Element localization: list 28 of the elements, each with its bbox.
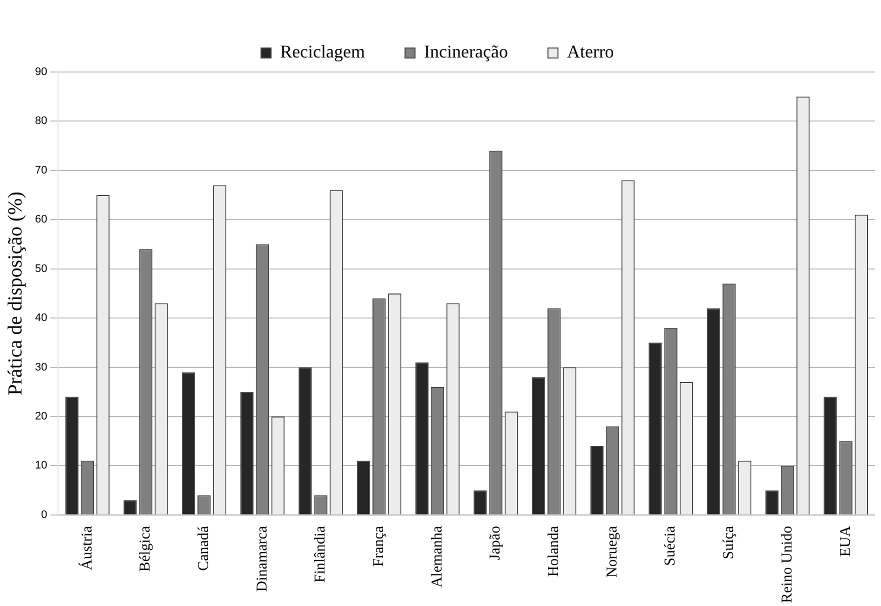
x-tick-label: Reino Unido <box>779 526 796 604</box>
x-tick-label: EUA <box>838 526 854 557</box>
x-tick-label: Japão <box>488 526 504 560</box>
x-tick-label: Suíça <box>721 526 738 560</box>
y-tick-label: 30 <box>34 361 48 374</box>
legend-label: Aterro <box>566 42 614 62</box>
x-tick-label: França <box>371 526 388 567</box>
x-tick-label: Suécia <box>662 526 679 566</box>
x-tick-label: Noruega <box>604 526 620 578</box>
x-tick-label: Canadá <box>196 526 212 571</box>
y-tick-label: 70 <box>34 164 48 176</box>
y-tick-label: 80 <box>34 115 48 128</box>
y-axis-title: Prática de disposição (%) <box>4 192 26 396</box>
y-tick-label: 90 <box>34 66 48 78</box>
x-tick-label: Holanda <box>546 526 562 577</box>
y-tick-label: 40 <box>34 312 48 324</box>
y-tick-label: 20 <box>34 410 48 423</box>
y-tick-label: 10 <box>34 460 48 472</box>
legend-label: Incineração <box>424 42 508 62</box>
x-tick-label: Alemanha <box>429 526 446 588</box>
y-tick-label: 50 <box>34 262 48 275</box>
x-tick-label: Bélgica <box>138 526 154 572</box>
x-tick-label: Áustria <box>78 526 96 570</box>
y-tick-label: 60 <box>34 214 48 226</box>
legend-label: Reciclagem <box>280 42 366 62</box>
y-tick-label: 0 <box>41 508 48 521</box>
x-tick-label: Dinamarca <box>254 526 270 592</box>
x-tick-label: Finlândia <box>312 526 329 583</box>
